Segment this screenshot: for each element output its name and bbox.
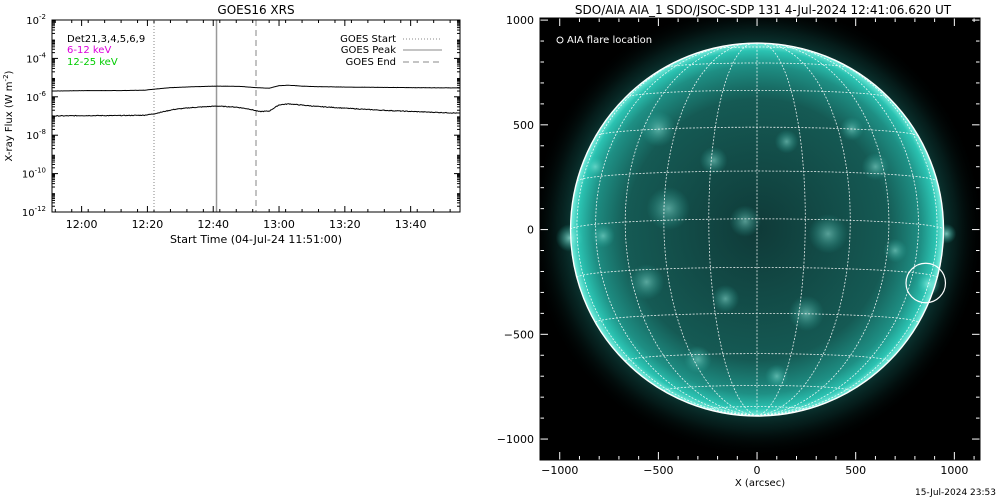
marker-layer [153, 20, 257, 212]
legend-right: GOES Start GOES Peak GOES End [340, 34, 442, 68]
aia-legend: AIA flare location [556, 35, 652, 46]
aia-x-tick-label: −500 [643, 464, 673, 477]
y-tick-label: 10-4 [26, 51, 46, 65]
active-region-glow [585, 156, 606, 177]
x-tick-label: 13:00 [263, 218, 295, 231]
grid-line [663, 42, 758, 417]
grid-line [625, 90, 889, 98]
y-tick-base: 10 [26, 16, 39, 27]
x-tick-label: 12:00 [66, 218, 98, 231]
y-axis-label-close: ) [4, 70, 15, 74]
aia-y-tick-label: 0 [527, 224, 534, 237]
active-region-glow [729, 205, 761, 237]
flare-location-circle [905, 262, 947, 304]
image-frame [539, 17, 981, 461]
y-tick-label: 10-12 [22, 205, 46, 219]
y-tick-base: 10 [26, 131, 39, 142]
grid-line [624, 353, 890, 362]
grid-line [756, 42, 851, 417]
legend-item-detectors: Det21,3,4,5,6,9 [67, 34, 145, 45]
limb-brightening [555, 224, 584, 252]
y-tick-exponent: -6 [39, 90, 47, 98]
x-tick-label: 13:40 [395, 218, 427, 231]
y-tick-label: 10-10 [22, 167, 46, 181]
x-axis-label: Start Time (04-Jul-24 11:51:00) [170, 233, 342, 246]
aia-legend-label: AIA flare location [567, 35, 652, 46]
heliographic-grid [570, 42, 944, 417]
series-layer [52, 84, 460, 117]
x-tick-label: 12:40 [197, 218, 229, 231]
y-tick-label: 10-2 [26, 13, 46, 27]
grid-line [595, 44, 758, 417]
grid-line [664, 62, 850, 69]
active-region-glow [774, 129, 799, 154]
chart-title: GOES16 XRS [217, 3, 294, 17]
grid-line [756, 43, 890, 417]
active-region-glow [646, 186, 690, 231]
goes-xrs-chart: GOES16 XRS 12:00 12:20 12:40 13:00 13:20 13:4… [2, 3, 461, 246]
aia-x-tick-label: −1000 [541, 464, 578, 477]
grid-line [756, 42, 806, 417]
aia-y-tick-label: 1000 [506, 14, 534, 27]
aia-x-tick-label: 500 [845, 464, 866, 477]
x-tick-label: 13:20 [329, 218, 361, 231]
legend-goes-end: GOES End [346, 57, 396, 68]
active-region-glow [628, 264, 665, 300]
active-region-glow [699, 146, 728, 175]
y-tick-exponent: -8 [39, 128, 46, 136]
legend-item-12-25kev: 12-25 keV [67, 57, 118, 68]
legend-item-6-12kev: 6-12 keV [67, 45, 111, 56]
aia-tick-layer: −1000 −500 0 500 1000 −1000 −500 0 500 1000 [497, 14, 980, 477]
active-region-glow [591, 224, 615, 248]
active-region-glow [883, 238, 907, 263]
plot-frame [51, 19, 461, 213]
legend-goes-start: GOES Start [340, 34, 396, 45]
solar-limb [569, 42, 945, 417]
aia-y-tick-label: 500 [513, 119, 534, 132]
y-tick-base: 10 [26, 93, 39, 104]
y-axis-label-exponent: -2 [2, 74, 10, 81]
active-region-glow [788, 295, 825, 332]
y-tick-base: 10 [22, 170, 35, 181]
tick-layer: 12:00 12:20 12:40 13:00 13:20 13:4010-210-410… [22, 13, 460, 231]
image-title: SDO/AIA AIA_1 SDO/JSOC-SDP 131 4-Jul-202… [575, 3, 952, 17]
active-region-glow [808, 214, 848, 254]
limb-brightening [936, 223, 957, 244]
y-tick-base: 10 [26, 54, 39, 65]
aia-y-tick-label: −500 [504, 328, 534, 341]
aia-y-tick-label: −1000 [497, 433, 534, 446]
grid-line [708, 42, 758, 417]
xrs-long-series [52, 84, 460, 92]
legend-goes-peak: GOES Peak [341, 45, 396, 56]
y-axis-label-main: X-ray Flux (W m [4, 81, 15, 161]
grid-line [576, 47, 758, 417]
aia-x-tick-label: 1000 [940, 464, 968, 477]
y-tick-exponent: -4 [39, 51, 47, 59]
aia-legend-symbol [556, 36, 564, 44]
y-tick-exponent: -12 [35, 205, 46, 213]
y-tick-label: 10-8 [26, 128, 46, 142]
grid-line [756, 44, 919, 417]
y-axis-label: X-ray Flux (W m-2) [2, 70, 15, 161]
aia-x-tick-label: 0 [754, 464, 761, 477]
y-tick-exponent: -10 [35, 167, 46, 175]
xrs-short-series [52, 103, 460, 117]
y-tick-label: 10-6 [26, 90, 46, 104]
y-tick-exponent: -2 [39, 13, 46, 21]
grid-line [570, 218, 944, 230]
x-tick-label: 12:20 [132, 218, 164, 231]
active-region-glow [684, 345, 712, 374]
legend-left: Det21,3,4,5,6,9 6-12 keV 12-25 keV [67, 34, 145, 68]
aia-image-panel: SDO/AIA AIA_1 SDO/JSOC-SDP 131 4-Jul-202… [497, 3, 981, 489]
grid-line [756, 47, 938, 417]
y-tick-base: 10 [22, 208, 35, 219]
aia-x-axis-label: X (arcsec) [735, 478, 785, 489]
grid-line [624, 43, 758, 417]
footer-timestamp: 15-Jul-2024 23:53 [914, 488, 996, 498]
active-region-glow [711, 284, 740, 313]
